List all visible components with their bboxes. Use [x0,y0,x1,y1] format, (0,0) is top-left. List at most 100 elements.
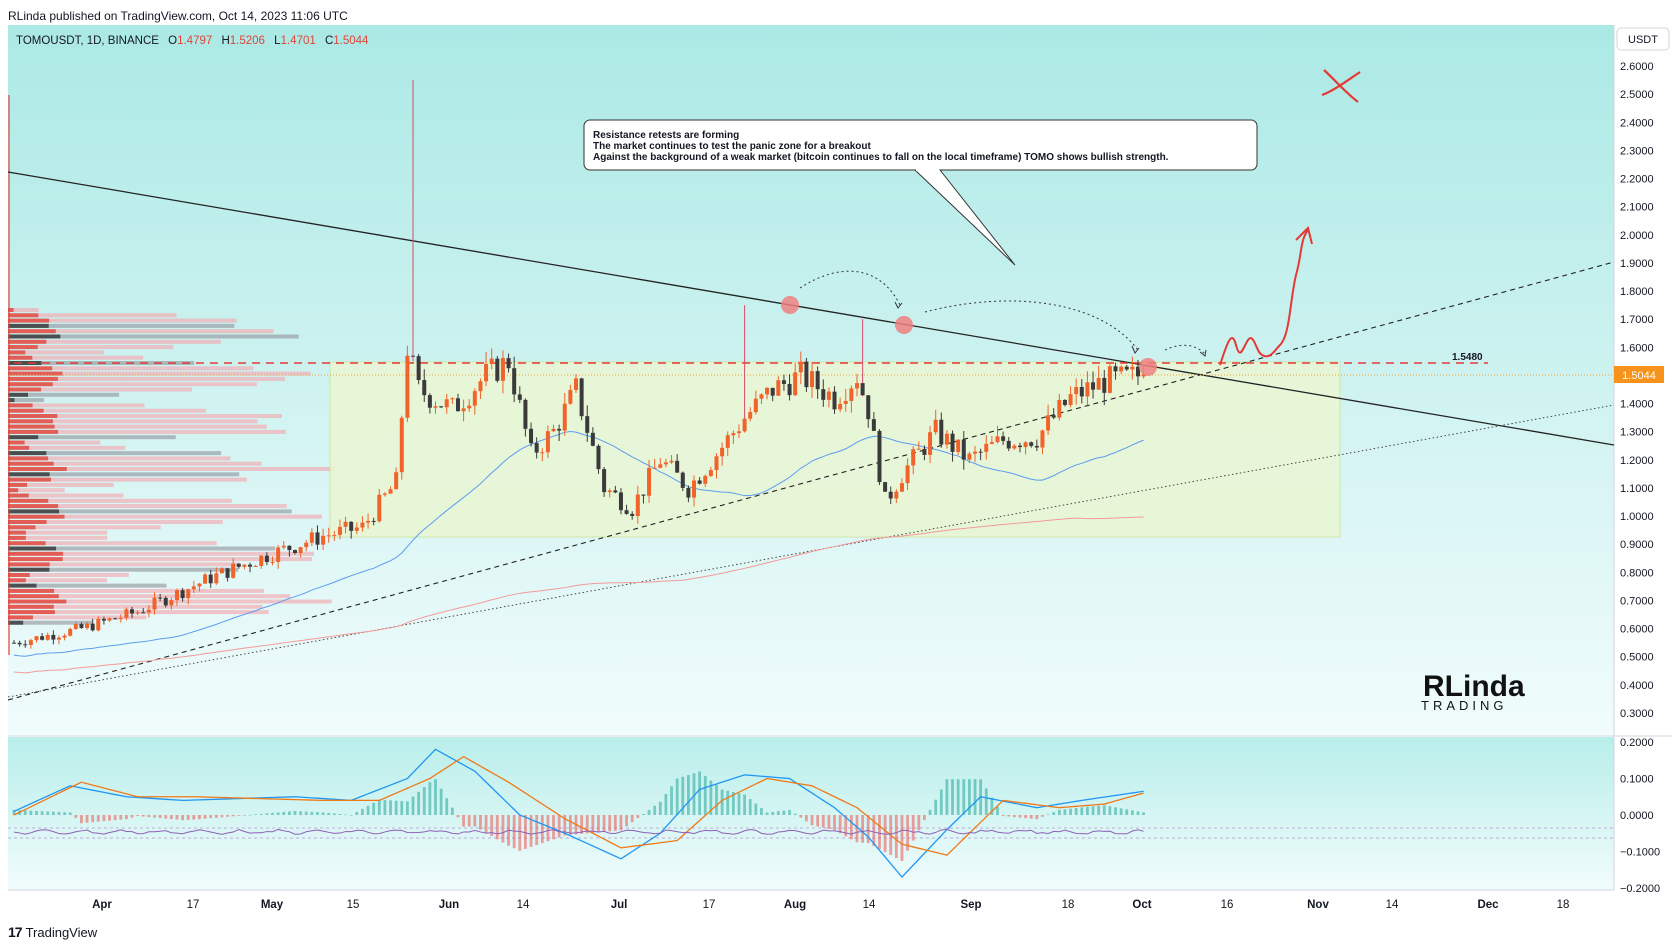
volume-profile-core [8,520,47,524]
histogram-bar [445,798,449,815]
candle [916,441,921,450]
price-axis[interactable]: 2.6000 2.5000 2.4000 2.3000 2.2000 2.1000 2.00… [1620,61,1654,720]
price-tick-label: 1.2000 [1620,455,1654,467]
histogram-bar [956,779,960,815]
volume-profile [8,95,335,655]
histogram-bar [951,779,954,815]
histogram-bar [1041,815,1044,817]
histogram-bar [687,775,690,815]
histogram-bar [602,815,606,832]
candle [894,489,899,503]
histogram-bar [518,815,522,851]
candle [579,377,584,421]
histogram-bar [698,771,702,815]
indicator-tick-label: −0.1000 [1620,847,1660,859]
histogram-bar [428,782,432,815]
volume-profile-core [8,467,67,471]
candle [899,478,904,492]
time-tick-label: Nov [1307,899,1329,911]
candle [231,557,236,579]
candle [928,425,933,464]
histogram-bar [748,799,752,815]
candle [675,454,680,473]
volume-profile-bar [8,604,263,609]
volume-profile-bar [8,546,276,551]
volume-profile-bar [8,403,145,408]
histogram-bar [1018,815,1022,818]
histogram-bar [40,811,44,815]
candle [883,481,888,492]
candle [427,393,432,414]
time-axis[interactable]: Apr 17 May 15 Jun 14 Jul 17 Aug 14 Sep 18 Oct 16 Nov 14… [92,899,1569,911]
volume-profile-bar [8,583,167,588]
histogram-bar [310,811,314,815]
candle [444,393,449,414]
volume-profile-bar [8,578,108,583]
candle [141,608,146,614]
indicator-axis[interactable]: 0.2000 0.1000 0.0000 −0.1000 −0.2000 [1620,737,1660,895]
price-tick-label: 2.6000 [1620,61,1654,73]
histogram-bar [524,815,527,849]
time-tick-label: 18 [1557,899,1570,911]
candle [815,366,820,399]
candle [450,397,455,405]
candle [781,374,786,391]
time-tick-label: 18 [1062,899,1075,911]
volume-profile-core [8,371,63,376]
candle [911,446,916,475]
histogram-bar [417,791,421,815]
candle [860,319,865,397]
histogram-bar [248,814,252,816]
candle [264,552,269,566]
candle [484,352,489,387]
histogram-bar [35,810,38,815]
histogram-bar [900,815,904,861]
histogram-bar [57,811,61,815]
indicator-tick-label: −0.2000 [1620,883,1660,895]
candle [855,373,859,397]
ascending-dashed-trendline [8,261,1614,701]
annotation-line-3: Against the background of a weak market … [593,152,1169,163]
histogram-bar [254,814,258,815]
histogram-bar [479,815,482,830]
price-tick-label: 0.3000 [1620,708,1654,720]
volume-profile-core [8,493,29,498]
ma-50-line [13,430,1144,657]
histogram-bar [1136,811,1140,815]
candle [186,588,191,605]
volume-profile-bar [8,620,93,625]
histogram-bar [169,815,173,820]
volume-profile-bar [8,562,240,567]
candle [1091,371,1096,399]
candle [770,387,775,402]
projection-path [1219,229,1309,366]
volume-profile-core [8,414,58,418]
footer-brand[interactable]: 17 TradingView [8,924,97,940]
volume-profile-bar [8,408,206,413]
histogram-bar [102,815,106,822]
candle [961,431,966,470]
currency-button[interactable] [1616,27,1670,51]
candle [776,376,781,397]
histogram-bar [338,813,342,815]
symbol-legend[interactable]: TOMOUSDT, 1D, BINANCE O1.4797 H1.5206 L1… [16,35,369,47]
histogram-bar [287,811,291,815]
candle [158,593,163,602]
candle [568,384,573,405]
histogram-bar [675,778,679,815]
histogram-bar [271,812,274,815]
candle [118,614,123,623]
histogram-bar [243,815,246,816]
candle [321,528,326,550]
price-tick-label: 1.0000 [1620,511,1654,523]
candle [663,458,668,468]
histogram-bar [934,799,938,815]
histogram-bar [1069,808,1072,815]
volume-profile-core [8,345,38,350]
volume-profile-bar [8,419,258,424]
volume-profile-bar [8,573,129,577]
volume-profile-bar [8,461,262,466]
price-tick-label: 0.7000 [1620,595,1654,607]
